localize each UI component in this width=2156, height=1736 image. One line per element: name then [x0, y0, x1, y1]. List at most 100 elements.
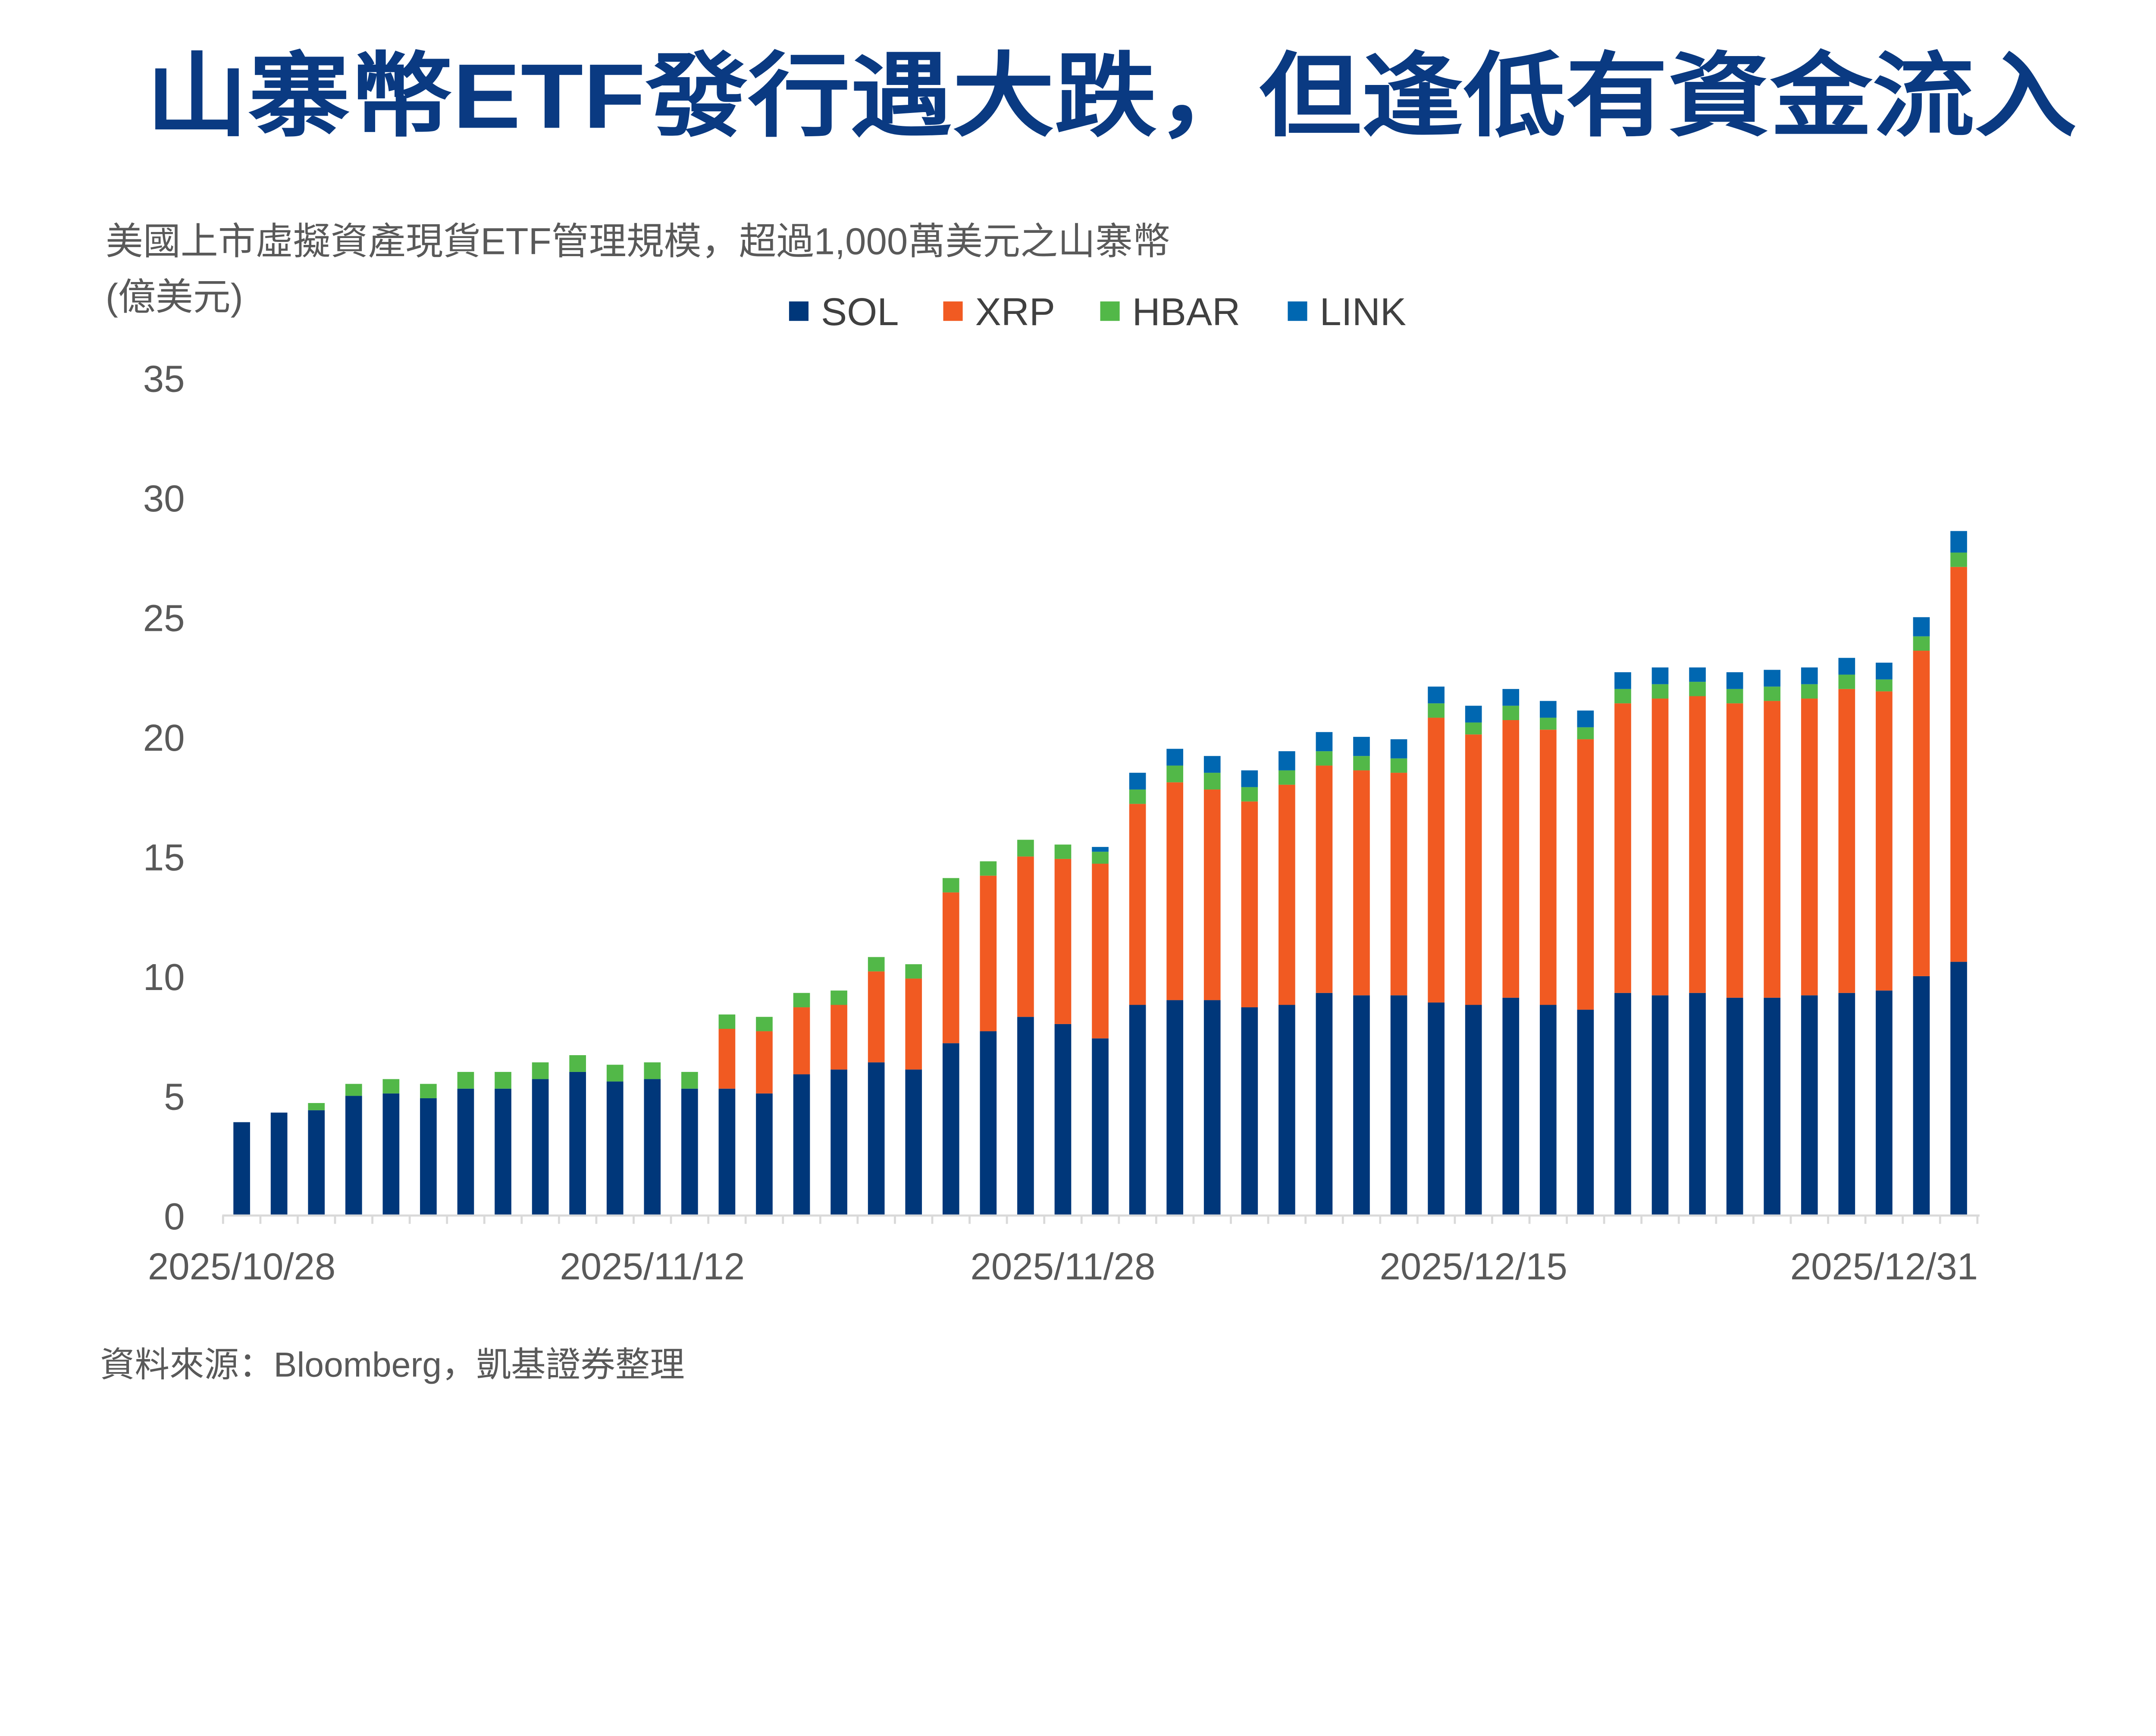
bar-sol [830, 1069, 847, 1216]
bar-xrp [1502, 720, 1520, 998]
bar-xrp [1279, 784, 1295, 1005]
bar-xrp [1203, 789, 1221, 1000]
bar-sol [756, 1093, 773, 1216]
x-tick-label: 2025/11/28 [971, 1246, 1156, 1288]
bar-hbar [532, 1062, 549, 1079]
bar-link [1092, 847, 1109, 852]
legend-swatch-sol [789, 301, 809, 321]
bar-sol [1017, 1017, 1034, 1216]
bar-sol [345, 1096, 362, 1216]
bar-hbar [420, 1084, 437, 1098]
bar-hbar [1428, 703, 1445, 718]
bar-hbar [1353, 756, 1370, 771]
bar-sol [606, 1081, 624, 1216]
x-tick-label: 2025/12/31 [1790, 1246, 1978, 1288]
bar-sol [1838, 993, 1855, 1216]
bar-link [1614, 672, 1631, 689]
bar-link [1577, 710, 1594, 727]
y-tick-label: 15 [143, 837, 185, 879]
bar-xrp [1651, 699, 1669, 996]
bar-hbar [756, 1017, 773, 1031]
x-tick-label: 2025/10/28 [148, 1246, 335, 1288]
x-tick-label: 2025/12/15 [1380, 1246, 1567, 1288]
bar-xrp [718, 1029, 736, 1089]
y-axis-unit: (億美元) [106, 276, 243, 318]
bar-stack [308, 1103, 325, 1216]
bar-stack [942, 878, 959, 1216]
bar-link [1539, 701, 1557, 718]
bar-hbar [905, 964, 922, 979]
bar-hbar [1054, 844, 1072, 859]
bar-sol [382, 1093, 400, 1216]
bar-hbar [830, 990, 847, 1005]
bar-stack [830, 990, 847, 1216]
bar-xrp [1539, 730, 1557, 1005]
bar-link [1502, 689, 1520, 706]
main-title: 山寨幣ETF發行遇大跌，但逢低有資金流入 [146, 45, 2077, 147]
bar-hbar [1838, 674, 1855, 689]
bar-xrp [905, 978, 922, 1070]
chart: 山寨幣ETF發行遇大跌，但逢低有資金流入 美國上市虛擬資產現貨ETF管理規模，超… [100, 45, 2077, 1384]
bar-link [1241, 770, 1258, 787]
bar-sol [1390, 995, 1407, 1216]
y-tick-label: 30 [143, 478, 185, 520]
bar-hbar [1950, 552, 1967, 567]
bar-sol [1054, 1024, 1072, 1216]
bar-xrp [1166, 782, 1184, 1000]
bar-xrp [830, 1005, 847, 1070]
bar-sol [1950, 962, 1967, 1216]
bar-link [1801, 667, 1818, 684]
bar-sol [644, 1079, 661, 1216]
bar-stack [270, 1112, 288, 1216]
bar-stack [1876, 662, 1893, 1216]
bar-hbar [1651, 684, 1669, 699]
bar-sol [1913, 976, 1930, 1216]
bar-link [1316, 732, 1333, 752]
bar-sol [233, 1122, 250, 1216]
legend-swatch-hbar [1100, 301, 1120, 321]
bar-sol [1502, 997, 1520, 1216]
bar-hbar [1539, 718, 1557, 730]
bar-hbar [569, 1055, 586, 1072]
y-tick-label: 0 [164, 1196, 185, 1238]
bar-hbar [1203, 773, 1221, 790]
bar-hbar [1279, 770, 1295, 785]
bar-stack [382, 1079, 400, 1216]
bar-sol [868, 1062, 885, 1216]
bar-sol [457, 1088, 474, 1216]
bar-sol [1577, 1009, 1594, 1216]
x-tick-label: 2025/11/12 [560, 1246, 745, 1288]
bar-link [1838, 658, 1855, 675]
bar-hbar [1390, 758, 1407, 773]
bar-hbar [1316, 751, 1333, 766]
bar-stack [1092, 847, 1109, 1216]
bar-xrp [756, 1031, 773, 1094]
y-tick-label: 10 [143, 956, 185, 998]
x-axis: 2025/10/28 2025/11/12 2025/11/28 2025/12/15… [148, 1215, 1979, 1288]
legend-swatch-link [1288, 301, 1307, 321]
bar-xrp [1092, 864, 1109, 1039]
legend-label-xrp: XRP [975, 290, 1055, 334]
bar-hbar [1614, 689, 1631, 704]
bar-xrp [1876, 691, 1893, 991]
bar-stack [1577, 710, 1594, 1216]
bar-xrp [1017, 856, 1034, 1017]
bar-stack [420, 1084, 437, 1216]
bar-sol [420, 1098, 437, 1216]
bar-stack [793, 993, 810, 1216]
legend: SOL XRP HBAR LINK [789, 290, 1406, 334]
bar-hbar [1129, 789, 1146, 804]
bar-hbar [1913, 636, 1930, 651]
bar-xrp [1577, 739, 1594, 1010]
bar-xrp [980, 875, 997, 1031]
bar-stack [1316, 732, 1333, 1216]
bar-sol [1465, 1005, 1482, 1216]
bar-stack [644, 1062, 661, 1216]
bar-sol [1428, 1002, 1445, 1216]
bar-sol [1689, 993, 1706, 1216]
bar-hbar [1726, 689, 1743, 704]
bar-xrp [942, 892, 959, 1043]
bar-hbar [382, 1079, 400, 1094]
bar-link [1689, 667, 1706, 682]
bar-stack [1502, 689, 1520, 1216]
